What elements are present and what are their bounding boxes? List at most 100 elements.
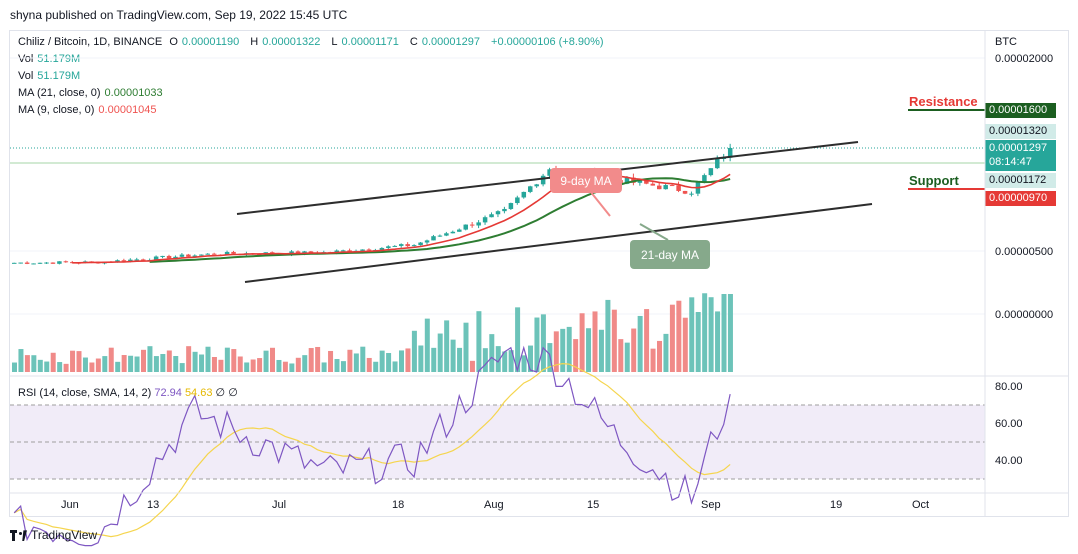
volume-bar <box>308 348 314 372</box>
ma9-legend[interactable]: MA (9, close, 0) 0.00001045 <box>18 104 157 116</box>
volume-bar <box>353 353 359 372</box>
volume-bar <box>431 347 437 372</box>
volume-bar <box>379 350 385 372</box>
volume-bar <box>237 356 243 372</box>
volume-bar <box>82 357 88 372</box>
ma9-callout[interactable]: 9-day MA <box>550 168 622 217</box>
time-label-18: 18 <box>392 499 405 511</box>
volume-bar <box>702 293 708 372</box>
candle-body <box>676 185 681 191</box>
rsi-tick-40: 40.00 <box>995 455 1023 467</box>
candle-body <box>24 262 30 264</box>
candle-body <box>121 260 127 262</box>
volume-bar <box>128 355 134 372</box>
candle-body <box>224 251 230 255</box>
candle-body <box>360 249 365 251</box>
candle-body <box>424 240 430 243</box>
volume-bar <box>450 339 456 372</box>
candle-body <box>457 229 462 232</box>
svg-text:9-day MA: 9-day MA <box>560 174 611 188</box>
volume-bar <box>250 359 256 372</box>
tradingview-brand[interactable]: TradingView <box>10 528 97 542</box>
ma21-callout[interactable]: 21-day MA <box>630 223 710 269</box>
volume-bar <box>166 350 172 372</box>
ma21-legend[interactable]: MA (21, close, 0) 0.00001033 <box>18 87 163 99</box>
volume-bar <box>44 361 50 372</box>
candle-body <box>515 197 520 204</box>
volume-bar <box>315 346 321 372</box>
candle-body <box>682 190 688 194</box>
time-label-15: 15 <box>587 499 600 511</box>
volume-bar <box>89 362 95 372</box>
vol-legend-2[interactable]: Vol 51.179M <box>18 70 81 82</box>
candle-body <box>431 236 436 241</box>
volume-bar <box>631 328 637 372</box>
channel-lower-line[interactable] <box>244 203 873 283</box>
volume-bar <box>263 350 269 372</box>
candle-body <box>37 262 43 264</box>
volume-bar <box>199 354 205 372</box>
volume-bar <box>224 347 230 372</box>
rsi-legend[interactable]: RSI (14, close, SMA, 14, 2) 72.94 54.63 … <box>18 387 238 399</box>
candle-body <box>727 147 733 158</box>
candle-body <box>173 256 178 259</box>
channel-upper-line[interactable] <box>236 141 859 215</box>
volume-bar <box>534 317 540 372</box>
volume-bar <box>708 297 714 372</box>
volume-bar <box>115 361 121 372</box>
volume-bar <box>95 358 101 372</box>
candle-body <box>547 169 552 176</box>
candle-body <box>463 224 468 230</box>
volume-bar <box>153 356 159 372</box>
volume-bar <box>302 355 308 372</box>
volume-bar <box>515 307 521 372</box>
candle-body <box>347 250 352 252</box>
volume-bar <box>669 304 675 372</box>
candle-body <box>192 255 198 257</box>
candle-body <box>141 259 146 261</box>
price-tick-zero: 0.00000000 <box>995 309 1054 321</box>
candle-body <box>392 245 398 247</box>
symbol-title[interactable]: Chiliz / Bitcoin, 1D, BINANCE <box>18 36 163 48</box>
volume-bar <box>134 356 140 372</box>
volume-bar <box>321 362 327 372</box>
candle-body <box>12 262 17 264</box>
volume-bar <box>721 294 727 372</box>
volume-bar <box>63 363 69 372</box>
change-value: +0.00000106 (+8.90%) <box>491 36 604 48</box>
bar-countdown: 08:14:47 <box>989 156 1032 168</box>
ohlc-legend: Chiliz / Bitcoin, 1D, BINANCE O 0.0000119… <box>18 36 604 48</box>
volume-bar <box>560 328 566 372</box>
volume-bar <box>334 359 340 372</box>
volume-bar <box>173 356 179 372</box>
candle-body <box>153 256 159 260</box>
price-tick-mid: 0.00000500 <box>995 246 1054 258</box>
rsi-tick-80: 80.00 <box>995 381 1023 393</box>
vol-legend-1[interactable]: Vol 51.179M <box>18 53 81 65</box>
volume-bar <box>657 340 662 372</box>
volume-bar <box>186 346 192 372</box>
volume-bar <box>715 311 721 372</box>
volume-bar <box>37 359 43 372</box>
candle-body <box>637 180 643 183</box>
volume-bar <box>102 356 108 372</box>
volume-bar <box>366 357 372 372</box>
candle-body <box>231 251 236 254</box>
volume-bar <box>141 349 146 372</box>
volume-bar <box>528 345 533 372</box>
volume-bar <box>650 348 656 372</box>
publisher-line: shyna published on TradingView.com, Sep … <box>10 8 348 22</box>
candle-body <box>405 244 410 247</box>
candle-body <box>308 251 314 253</box>
time-label-sep: Sep <box>701 499 721 511</box>
candle-body <box>211 253 217 255</box>
high-price-tag: 0.00001320 <box>985 124 1056 139</box>
rsi-sma-line <box>13 362 731 538</box>
rsi-sma-value: 54.63 <box>184 387 213 399</box>
volume-bar <box>24 355 30 372</box>
rsi-value: 72.94 <box>154 387 182 399</box>
candle-body <box>366 249 372 251</box>
volume-bar <box>373 361 379 372</box>
candle-body <box>624 177 630 184</box>
